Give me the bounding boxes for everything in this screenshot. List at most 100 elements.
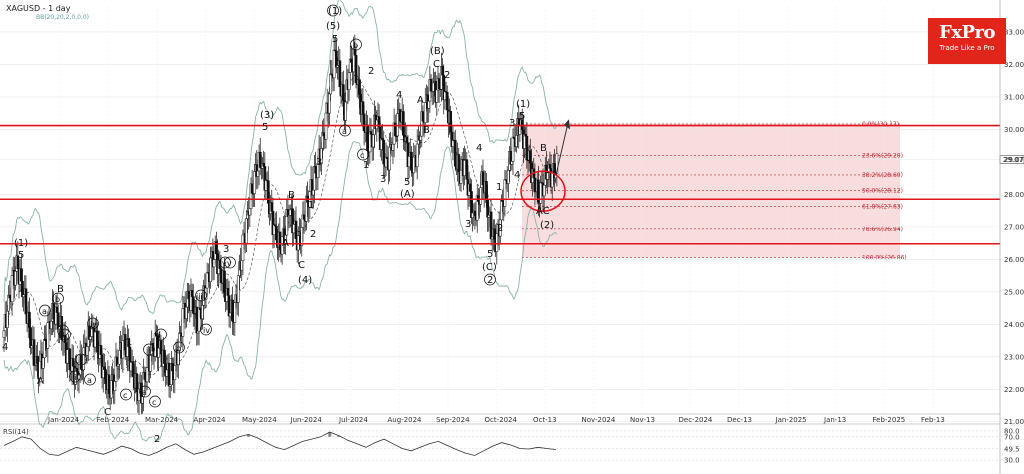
candle-body [296, 235, 300, 251]
candle-body [41, 357, 45, 369]
x-tick-label: Mar-2024 [145, 416, 179, 424]
wave-label: 4 [396, 90, 402, 101]
x-tick-label: Oct-2024 [485, 416, 518, 424]
candle-body [465, 159, 469, 180]
candle-body [46, 322, 50, 349]
wave-label: (B) [430, 46, 445, 57]
wave-circle [149, 395, 161, 408]
candle-body [459, 169, 463, 184]
wave-label: c [360, 151, 364, 160]
candle-body [500, 200, 503, 221]
candle-body [141, 396, 144, 404]
rsi-line [3, 431, 557, 456]
candle-body [485, 181, 488, 200]
candle-body [116, 363, 120, 367]
candle-body [165, 369, 169, 377]
wave-circle [75, 353, 87, 366]
candle-body [524, 133, 528, 137]
fib-label: 50.0%(28.12) [862, 187, 903, 194]
candle-body [8, 294, 12, 299]
candle-body [539, 182, 543, 204]
candle-body [358, 79, 361, 95]
candle-body [191, 296, 195, 314]
candle-body [159, 340, 163, 354]
candle-body [407, 156, 411, 168]
candle-body [21, 280, 24, 298]
wave-circle [173, 341, 185, 354]
rsi-tick-label: 49.5 [1004, 445, 1020, 453]
wave-circle [219, 256, 231, 269]
wave-circle [195, 289, 207, 302]
wave-label: 5 [519, 111, 525, 122]
candle-body [135, 373, 139, 392]
candle-body [43, 339, 46, 359]
candle-body [248, 208, 252, 216]
fib-label: 100.0%(26.06) [862, 254, 907, 261]
candle-body [270, 202, 274, 212]
candle-body [391, 143, 395, 151]
candle-body [335, 50, 338, 68]
candle-body [241, 234, 245, 261]
candle-body [82, 347, 85, 371]
x-tick-label: Aug-2024 [388, 416, 423, 424]
wave-label: (1) [328, 6, 342, 17]
wave-label: 5 [332, 34, 338, 45]
wave-label: i [62, 331, 64, 340]
candle-body [201, 305, 204, 320]
wave-label: iii [70, 373, 77, 382]
y-tick-label: 26.00 [1004, 256, 1024, 264]
wave-circle [69, 370, 81, 383]
candle-body [63, 335, 67, 343]
x-tick-label: May-2024 [242, 416, 277, 424]
candle-body [410, 151, 413, 171]
candle-body [49, 320, 53, 329]
wave-circle [155, 328, 167, 341]
wave-label: iv [90, 320, 97, 329]
candle-body [453, 140, 457, 167]
wave-label: (C) [482, 262, 497, 273]
candle-body [2, 330, 6, 338]
logo-tagline: Trade Like a Pro [939, 44, 995, 52]
x-tick-label: Jan-2024 [47, 416, 80, 424]
indicator-label: BB(20,20,2,0,0,0) [36, 14, 89, 21]
candle-body [510, 161, 514, 165]
highlight-circle [520, 170, 566, 212]
wave-label: 2 [154, 434, 160, 445]
candle-body [22, 294, 25, 298]
wave-label: 2 [368, 66, 374, 77]
candle-body [481, 171, 485, 186]
wave-label: 2 [497, 223, 503, 234]
candle-body [368, 131, 372, 153]
wave-label: 4 [514, 170, 520, 181]
x-tick-label: Feb-2025 [873, 416, 906, 424]
candle-body [131, 361, 135, 378]
candle-body [187, 290, 191, 300]
candle-body [294, 220, 298, 239]
candle-body [375, 119, 379, 130]
x-tick-label: Oct-13 [533, 416, 557, 424]
candle-body [548, 164, 552, 169]
chart-symbol-header: XAGUSD - 1 day [6, 4, 71, 13]
candle-body [507, 170, 510, 184]
wave-circle [327, 4, 339, 17]
candle-body [302, 214, 306, 220]
y-tick-label: 21.00 [1004, 418, 1024, 426]
candle-body [328, 93, 331, 114]
wave-label: C [298, 260, 305, 271]
y-tick-label: 31.00 [1004, 93, 1024, 101]
wave-label: B [423, 125, 430, 136]
wave-label: b [176, 344, 181, 353]
wave-label: iv [203, 326, 210, 335]
candle-body [109, 380, 113, 399]
candle-body [89, 336, 92, 340]
candle-body [240, 260, 244, 271]
candle-body [173, 365, 177, 381]
candle-body [421, 111, 425, 122]
wave-label: (A) [400, 189, 415, 200]
candle-body [366, 124, 369, 151]
fib-label: 78.6%(26.94) [862, 226, 903, 233]
candle-body [223, 270, 226, 293]
candle-body [85, 346, 89, 356]
rsi-tick-label: 30.0 [1004, 457, 1020, 465]
candle-body [236, 275, 240, 303]
